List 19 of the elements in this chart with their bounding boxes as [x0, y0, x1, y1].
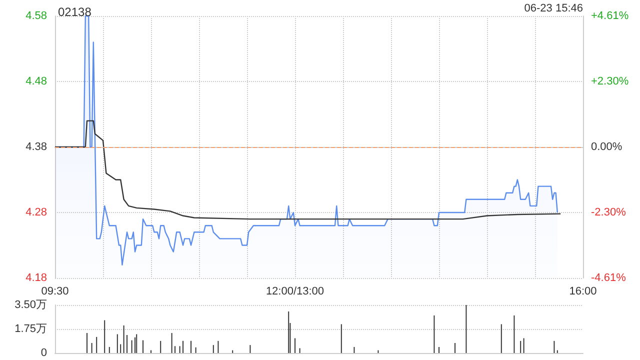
y2-tick-label: +2.30%: [591, 76, 629, 88]
y-tick-label: 1.75万: [14, 323, 47, 335]
y2-tick-label: +4.61%: [591, 10, 629, 22]
y-tick-label: 4.38: [26, 141, 47, 153]
y-tick-label: 0: [40, 347, 47, 359]
x-tick-label: 12:00/13:00: [266, 286, 324, 298]
y-tick-label: 3.50万: [14, 299, 47, 311]
chart-title: 02138: [58, 5, 92, 19]
y-tick-label: 4.18: [26, 272, 47, 284]
y2-tick-label: 0.00%: [591, 141, 622, 153]
text: 06-23 15:46: [524, 2, 583, 14]
y-tick-label: 4.48: [26, 76, 47, 88]
line-series: [54, 120, 562, 220]
x-tick-label: 16:00: [569, 286, 597, 298]
y2-tick-label: -4.61%: [591, 272, 626, 284]
y-tick-label: 4.58: [26, 10, 47, 22]
y-tick-label: 4.28: [26, 206, 47, 218]
y2-tick-label: -2.30%: [591, 206, 626, 218]
x-tick-label: 09:30: [41, 286, 69, 298]
